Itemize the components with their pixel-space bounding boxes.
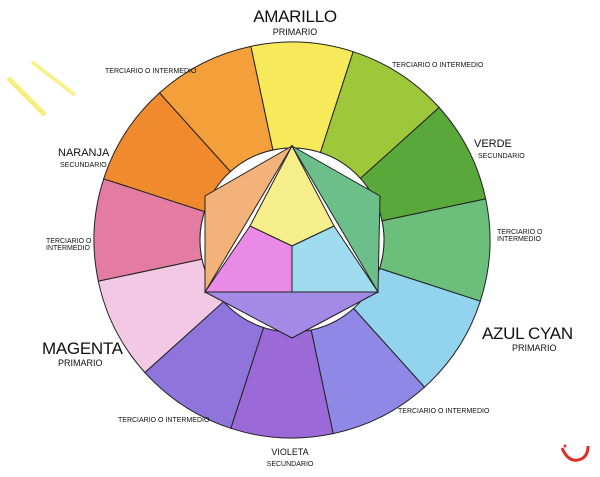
label-amarillo-type: PRIMARIO [272,27,318,37]
label-terciario-bottom-right: TERCIARIO O INTERMEDIO [398,408,490,415]
label-verde-type: SECUNDARIO [478,153,525,160]
label-amarillo: AMARILLO [253,7,337,26]
inner-cyan-region [291,225,379,293]
label-line: TERCIARIO O [46,238,92,245]
label-magenta-type: PRIMARIO [58,358,103,368]
yellow-crayon-stroke [6,76,47,117]
label-terciario-top-left: TERCIARIO O INTERMEDIO [105,68,197,75]
label-line: TERCIARIO O [497,229,543,236]
label-terciario-right: TERCIARIO O INTERMEDIO [497,229,543,244]
inner-orange-region [204,144,294,294]
label-terciario-left: TERCIARIO O INTERMEDIO [46,238,92,253]
label-violeta: VIOLETA [271,447,309,457]
label-naranja: NARANJA [58,147,110,159]
yellow-crayon-stroke [30,60,77,97]
label-violeta-type: SECUNDARIO [266,461,314,468]
label-terciario-top-right: TERCIARIO O INTERMEDIO [392,62,484,69]
label-line: INTERMEDIO [497,236,541,244]
label-line: INTERMEDIO [46,245,90,253]
label-azul-cyan: AZUL CYAN [482,324,573,343]
label-azul-cyan-type: PRIMARIO [512,343,557,353]
logo-mark [560,444,590,462]
inner-green-region [290,144,381,294]
label-verde: VERDE [474,138,512,150]
label-naranja-type: SECUNDARIO [60,162,107,169]
label-magenta: MAGENTA [42,339,123,358]
label-terciario-bottom-left: TERCIARIO O INTERMEDIO [118,417,210,424]
